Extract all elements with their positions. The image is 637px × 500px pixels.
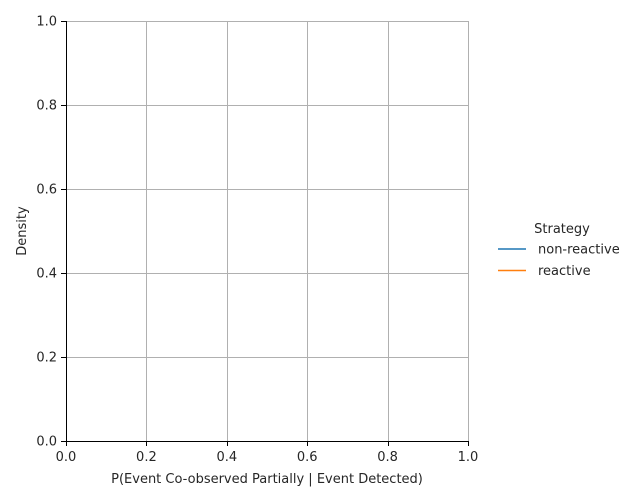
x-ticks: 0.0 0.2 0.4 0.6 0.8 1.0 <box>56 441 479 465</box>
y-tick-label: 0.4 <box>36 267 57 282</box>
x-tick-label: 0.2 <box>136 450 157 465</box>
y-tick-label: 0.8 <box>36 99 57 114</box>
y-tick-label: 0.6 <box>36 183 57 198</box>
x-tick-label: 1.0 <box>458 450 479 465</box>
legend-label: non-reactive <box>538 243 620 258</box>
legend-label: reactive <box>538 264 591 279</box>
y-ticks: 0.0 0.2 0.4 0.6 0.8 1.0 <box>36 15 66 450</box>
legend-entries: non-reactive reactive <box>498 243 620 279</box>
x-tick-label: 0.0 <box>56 450 77 465</box>
y-tick-label: 0.0 <box>36 435 57 450</box>
x-tick-label: 0.8 <box>377 450 398 465</box>
axes <box>66 21 468 442</box>
x-tick-label: 0.6 <box>297 450 318 465</box>
y-tick-label: 0.2 <box>36 351 57 366</box>
legend: Strategy non-reactive reactive <box>498 222 620 279</box>
legend-title: Strategy <box>534 222 590 237</box>
y-axis-label: Density <box>15 206 30 256</box>
x-axis-label: P(Event Co-observed Partially | Event De… <box>111 472 423 487</box>
grid-lines <box>66 21 469 442</box>
x-tick-label: 0.4 <box>216 450 237 465</box>
y-tick-label: 1.0 <box>36 15 57 30</box>
